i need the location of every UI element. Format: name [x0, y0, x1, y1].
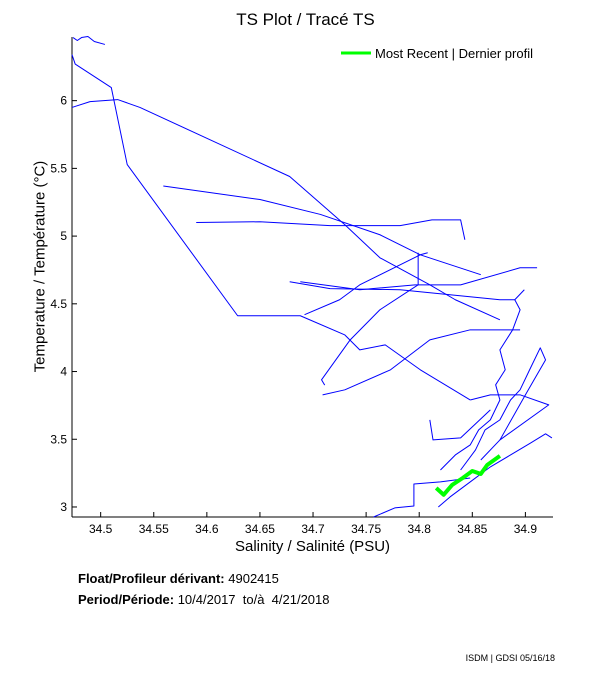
profile-line	[289, 281, 515, 301]
x-axis-label: Salinity / Salinité (PSU)	[234, 538, 391, 555]
y-tick-label: 5.5	[50, 161, 67, 175]
most-recent-profile-line	[434, 454, 502, 497]
x-tick-label: 34.65	[245, 522, 275, 536]
profile-line	[322, 329, 521, 396]
profile-line	[373, 477, 471, 518]
y-tick-label: 3	[60, 500, 67, 514]
period-info: Period/Période: 10/4/2017 to/à 4/21/2018	[78, 592, 330, 607]
float-label: Float/Profileur dérivant:	[78, 571, 225, 586]
period-value: 10/4/2017 to/à 4/21/2018	[177, 592, 330, 607]
y-tick-label: 4	[60, 365, 67, 379]
x-tick-label: 34.75	[351, 522, 381, 536]
y-tick-label: 5	[60, 229, 67, 243]
y-tick-label: 4.5	[50, 297, 67, 311]
y-tick-label: 3.5	[50, 432, 67, 446]
x-tick-label: 34.9	[514, 522, 538, 536]
profile-line	[321, 252, 419, 386]
profile-line	[72, 35, 106, 45]
period-label: Period/Période:	[78, 592, 175, 607]
x-tick-label: 34.85	[457, 522, 487, 536]
footer-credit: ISDM | GDSI 05/16/18	[465, 653, 555, 663]
profile-line	[440, 289, 525, 471]
legend-label: Most Recent | Dernier profil	[375, 46, 533, 61]
x-tick-label: 34.8	[408, 522, 432, 536]
profile-line	[429, 409, 491, 441]
chart-title: TS Plot / Tracé TS	[236, 10, 375, 29]
x-tick-label: 34.5	[89, 522, 113, 536]
profile-line	[196, 219, 466, 240]
x-tick-label: 34.6	[195, 522, 219, 536]
x-tick-label: 34.55	[139, 522, 169, 536]
profile-line	[163, 185, 481, 276]
y-axis-label: Temperature / Température (°C)	[31, 160, 49, 373]
profile-line	[71, 54, 471, 401]
y-tick-label: 6	[60, 94, 67, 108]
x-tick-label: 34.7	[301, 522, 325, 536]
float-info: Float/Profileur dérivant: 4902415	[78, 571, 279, 586]
float-value: 4902415	[228, 571, 279, 586]
profile-line	[437, 433, 553, 508]
profile-line	[71, 99, 501, 321]
profile-line	[304, 252, 428, 316]
profile-line	[300, 267, 538, 291]
profile-line	[470, 394, 550, 461]
profile-line	[460, 347, 547, 471]
